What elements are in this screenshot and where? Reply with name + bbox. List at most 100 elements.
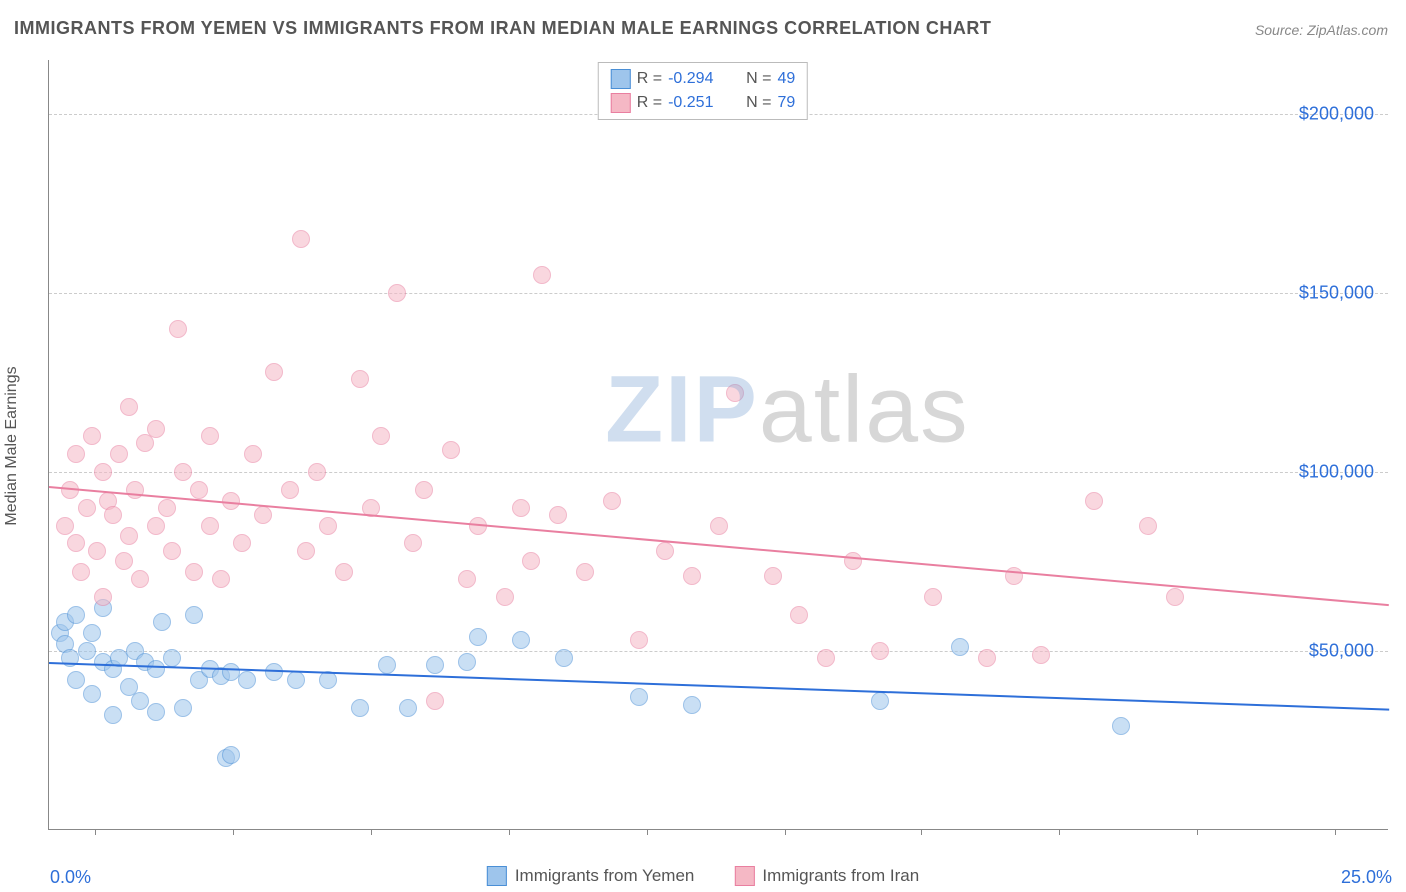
y-tick-label: $200,000 — [1299, 103, 1374, 124]
scatter-point — [120, 398, 138, 416]
legend-swatch — [487, 866, 507, 886]
n-value: 79 — [777, 91, 795, 115]
scatter-point — [335, 563, 353, 581]
scatter-point — [201, 427, 219, 445]
scatter-point — [1005, 567, 1023, 585]
scatter-point — [496, 588, 514, 606]
scatter-point — [630, 631, 648, 649]
correlation-legend-row: R =-0.294N =49 — [611, 67, 795, 91]
series-legend-item: Immigrants from Yemen — [487, 866, 695, 886]
scatter-point — [978, 649, 996, 667]
scatter-point — [351, 699, 369, 717]
scatter-point — [158, 499, 176, 517]
scatter-point — [817, 649, 835, 667]
scatter-point — [1112, 717, 1130, 735]
scatter-point — [201, 517, 219, 535]
scatter-point — [603, 492, 621, 510]
scatter-point — [67, 671, 85, 689]
scatter-point — [169, 320, 187, 338]
scatter-point — [458, 570, 476, 588]
x-tick — [1059, 829, 1060, 835]
scatter-point — [549, 506, 567, 524]
scatter-point — [426, 656, 444, 674]
scatter-point — [287, 671, 305, 689]
x-tick — [371, 829, 372, 835]
scatter-point — [378, 656, 396, 674]
scatter-point — [163, 542, 181, 560]
scatter-point — [115, 552, 133, 570]
legend-swatch — [611, 69, 631, 89]
scatter-point — [94, 588, 112, 606]
scatter-point — [78, 642, 96, 660]
scatter-point — [56, 517, 74, 535]
scatter-point — [790, 606, 808, 624]
x-tick — [921, 829, 922, 835]
r-value: -0.251 — [668, 91, 730, 115]
scatter-point — [244, 445, 262, 463]
scatter-point — [67, 534, 85, 552]
scatter-point — [710, 517, 728, 535]
scatter-point — [174, 463, 192, 481]
y-tick-label: $150,000 — [1299, 282, 1374, 303]
x-tick — [785, 829, 786, 835]
scatter-point — [131, 692, 149, 710]
scatter-point — [726, 384, 744, 402]
scatter-point — [147, 420, 165, 438]
scatter-point — [469, 628, 487, 646]
scatter-point — [458, 653, 476, 671]
scatter-point — [555, 649, 573, 667]
scatter-point — [147, 660, 165, 678]
scatter-point — [222, 746, 240, 764]
scatter-point — [120, 527, 138, 545]
x-axis-min-label: 0.0% — [50, 867, 91, 888]
scatter-point — [399, 699, 417, 717]
scatter-point — [281, 481, 299, 499]
y-axis-label: Median Male Earnings — [3, 366, 21, 525]
r-value: -0.294 — [668, 67, 730, 91]
scatter-point — [78, 499, 96, 517]
x-tick — [95, 829, 96, 835]
scatter-point — [844, 552, 862, 570]
scatter-point — [72, 563, 90, 581]
x-tick — [647, 829, 648, 835]
x-tick — [233, 829, 234, 835]
scatter-point — [83, 427, 101, 445]
scatter-point — [1166, 588, 1184, 606]
scatter-point — [94, 463, 112, 481]
gridline — [49, 293, 1388, 294]
scatter-point — [372, 427, 390, 445]
scatter-point — [1032, 646, 1050, 664]
scatter-point — [212, 570, 230, 588]
scatter-point — [924, 588, 942, 606]
scatter-point — [764, 567, 782, 585]
scatter-point — [222, 492, 240, 510]
y-tick-label: $100,000 — [1299, 461, 1374, 482]
scatter-point — [88, 542, 106, 560]
scatter-point — [185, 563, 203, 581]
r-label: R = — [637, 67, 662, 91]
scatter-point — [871, 692, 889, 710]
series-name: Immigrants from Yemen — [515, 866, 695, 886]
scatter-point — [871, 642, 889, 660]
n-label: N = — [746, 91, 771, 115]
scatter-point — [265, 663, 283, 681]
scatter-point — [351, 370, 369, 388]
scatter-point — [83, 624, 101, 642]
scatter-point — [233, 534, 251, 552]
scatter-point — [131, 570, 149, 588]
series-name: Immigrants from Iran — [762, 866, 919, 886]
y-tick-label: $50,000 — [1309, 640, 1374, 661]
scatter-point — [512, 499, 530, 517]
scatter-point — [265, 363, 283, 381]
scatter-point — [576, 563, 594, 581]
scatter-point — [190, 481, 208, 499]
scatter-point — [404, 534, 422, 552]
scatter-point — [174, 699, 192, 717]
scatter-point — [522, 552, 540, 570]
legend-swatch — [611, 93, 631, 113]
scatter-point — [153, 613, 171, 631]
x-axis-max-label: 25.0% — [1341, 867, 1392, 888]
scatter-point — [147, 703, 165, 721]
scatter-point — [104, 706, 122, 724]
x-tick — [1335, 829, 1336, 835]
